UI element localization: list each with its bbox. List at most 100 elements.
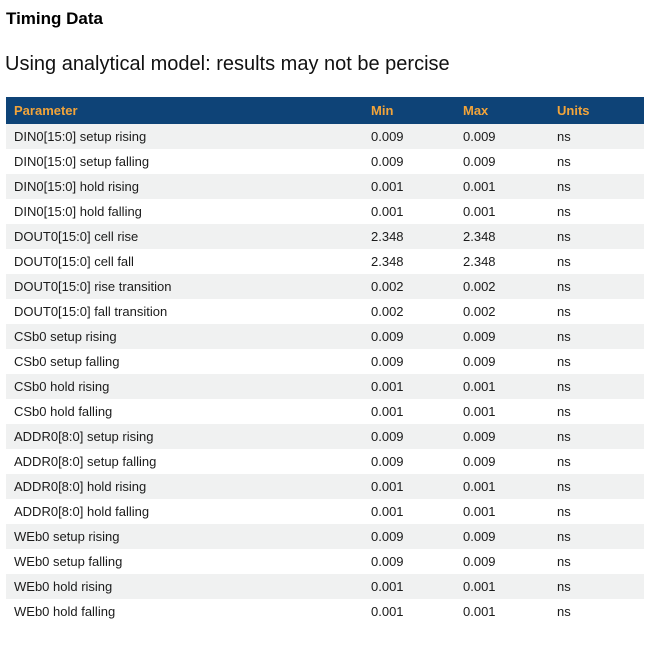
- units-cell: ns: [549, 324, 644, 349]
- column-header-max: Max: [455, 97, 549, 124]
- parameter-cell: WEb0 hold falling: [6, 599, 363, 624]
- max-cell: 0.009: [455, 349, 549, 374]
- units-cell: ns: [549, 174, 644, 199]
- column-header-units: Units: [549, 97, 644, 124]
- min-cell: 0.001: [363, 199, 455, 224]
- parameter-cell: DIN0[15:0] hold falling: [6, 199, 363, 224]
- min-cell: 0.009: [363, 549, 455, 574]
- column-header-min: Min: [363, 97, 455, 124]
- min-cell: 0.002: [363, 299, 455, 324]
- max-cell: 2.348: [455, 249, 549, 274]
- min-cell: 0.001: [363, 174, 455, 199]
- table-row: CSb0 setup falling 0.009 0.009 ns: [6, 349, 644, 374]
- min-cell: 0.009: [363, 349, 455, 374]
- parameter-cell: WEb0 setup rising: [6, 524, 363, 549]
- max-cell: 0.001: [455, 474, 549, 499]
- table-row: DIN0[15:0] hold rising 0.001 0.001 ns: [6, 174, 644, 199]
- max-cell: 0.001: [455, 174, 549, 199]
- table-row: DIN0[15:0] setup rising 0.009 0.009 ns: [6, 124, 644, 149]
- table-row: CSb0 hold falling 0.001 0.001 ns: [6, 399, 644, 424]
- parameter-cell: WEb0 setup falling: [6, 549, 363, 574]
- max-cell: 0.001: [455, 499, 549, 524]
- parameter-cell: DOUT0[15:0] rise transition: [6, 274, 363, 299]
- max-cell: 0.001: [455, 199, 549, 224]
- min-cell: 2.348: [363, 249, 455, 274]
- table-row: DOUT0[15:0] cell rise 2.348 2.348 ns: [6, 224, 644, 249]
- min-cell: 0.009: [363, 524, 455, 549]
- parameter-cell: DIN0[15:0] hold rising: [6, 174, 363, 199]
- page-title: Timing Data: [6, 9, 103, 28]
- max-cell: 0.001: [455, 574, 549, 599]
- table-row: DIN0[15:0] setup falling 0.009 0.009 ns: [6, 149, 644, 174]
- table-row: WEb0 setup rising 0.009 0.009 ns: [6, 524, 644, 549]
- units-cell: ns: [549, 199, 644, 224]
- min-cell: 0.009: [363, 149, 455, 174]
- max-cell: 0.001: [455, 599, 549, 624]
- parameter-cell: CSb0 hold falling: [6, 399, 363, 424]
- max-cell: 0.009: [455, 424, 549, 449]
- max-cell: 0.001: [455, 374, 549, 399]
- parameter-cell: ADDR0[8:0] setup falling: [6, 449, 363, 474]
- parameter-cell: DIN0[15:0] setup falling: [6, 149, 363, 174]
- units-cell: ns: [549, 274, 644, 299]
- parameter-cell: ADDR0[8:0] hold falling: [6, 499, 363, 524]
- parameter-cell: CSb0 hold rising: [6, 374, 363, 399]
- min-cell: 0.001: [363, 599, 455, 624]
- parameter-cell: WEb0 hold rising: [6, 574, 363, 599]
- min-cell: 0.009: [363, 449, 455, 474]
- min-cell: 0.001: [363, 374, 455, 399]
- min-cell: 0.001: [363, 574, 455, 599]
- max-cell: 0.009: [455, 324, 549, 349]
- units-cell: ns: [549, 374, 644, 399]
- parameter-cell: CSb0 setup rising: [6, 324, 363, 349]
- timing-table: Parameter Min Max Units DIN0[15:0] setup…: [6, 97, 644, 624]
- table-row: CSb0 setup rising 0.009 0.009 ns: [6, 324, 644, 349]
- table-row: DOUT0[15:0] fall transition 0.002 0.002 …: [6, 299, 644, 324]
- table-row: ADDR0[8:0] setup falling 0.009 0.009 ns: [6, 449, 644, 474]
- min-cell: 0.009: [363, 424, 455, 449]
- parameter-cell: DOUT0[15:0] fall transition: [6, 299, 363, 324]
- units-cell: ns: [549, 449, 644, 474]
- parameter-cell: DOUT0[15:0] cell rise: [6, 224, 363, 249]
- column-header-parameter: Parameter: [6, 97, 363, 124]
- parameter-cell: CSb0 setup falling: [6, 349, 363, 374]
- header-row: Parameter Min Max Units: [6, 97, 644, 124]
- max-cell: 0.009: [455, 549, 549, 574]
- table-row: WEb0 setup falling 0.009 0.009 ns: [6, 549, 644, 574]
- parameter-cell: ADDR0[8:0] hold rising: [6, 474, 363, 499]
- units-cell: ns: [549, 124, 644, 149]
- units-cell: ns: [549, 299, 644, 324]
- max-cell: 0.009: [455, 449, 549, 474]
- timing-data-page: Timing Data Using analytical model: resu…: [0, 8, 650, 624]
- table-row: ADDR0[8:0] setup rising 0.009 0.009 ns: [6, 424, 644, 449]
- units-cell: ns: [549, 424, 644, 449]
- parameter-cell: DIN0[15:0] setup rising: [6, 124, 363, 149]
- min-cell: 0.001: [363, 499, 455, 524]
- min-cell: 0.001: [363, 474, 455, 499]
- table-row: CSb0 hold rising 0.001 0.001 ns: [6, 374, 644, 399]
- min-cell: 0.002: [363, 274, 455, 299]
- table-row: ADDR0[8:0] hold falling 0.001 0.001 ns: [6, 499, 644, 524]
- units-cell: ns: [549, 574, 644, 599]
- parameter-cell: DOUT0[15:0] cell fall: [6, 249, 363, 274]
- timing-table-header: Parameter Min Max Units: [6, 97, 644, 124]
- max-cell: 0.009: [455, 124, 549, 149]
- max-cell: 0.002: [455, 299, 549, 324]
- max-cell: 0.009: [455, 149, 549, 174]
- table-row: DOUT0[15:0] rise transition 0.002 0.002 …: [6, 274, 644, 299]
- units-cell: ns: [549, 224, 644, 249]
- table-row: WEb0 hold rising 0.001 0.001 ns: [6, 574, 644, 599]
- max-cell: 0.001: [455, 399, 549, 424]
- max-cell: 2.348: [455, 224, 549, 249]
- table-row: WEb0 hold falling 0.001 0.001 ns: [6, 599, 644, 624]
- units-cell: ns: [549, 524, 644, 549]
- min-cell: 0.009: [363, 324, 455, 349]
- min-cell: 2.348: [363, 224, 455, 249]
- table-row: DIN0[15:0] hold falling 0.001 0.001 ns: [6, 199, 644, 224]
- timing-table-body: DIN0[15:0] setup rising 0.009 0.009 ns D…: [6, 124, 644, 624]
- min-cell: 0.001: [363, 399, 455, 424]
- analytical-model-note: Using analytical model: results may not …: [5, 53, 450, 75]
- min-cell: 0.009: [363, 124, 455, 149]
- table-row: ADDR0[8:0] hold rising 0.001 0.001 ns: [6, 474, 644, 499]
- units-cell: ns: [549, 474, 644, 499]
